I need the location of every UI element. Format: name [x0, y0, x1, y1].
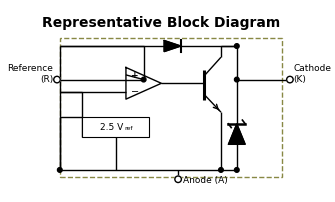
FancyBboxPatch shape — [82, 117, 149, 137]
Polygon shape — [164, 40, 181, 52]
Text: −: − — [131, 87, 139, 97]
Circle shape — [234, 168, 239, 172]
Circle shape — [219, 168, 223, 172]
Circle shape — [175, 176, 181, 183]
Circle shape — [234, 77, 239, 82]
Text: Representative Block Diagram: Representative Block Diagram — [42, 16, 280, 30]
Circle shape — [141, 77, 146, 82]
Text: +: + — [131, 71, 138, 80]
Circle shape — [54, 76, 60, 83]
Text: Cathode
(K): Cathode (K) — [294, 64, 332, 84]
Text: Reference
(R): Reference (R) — [7, 64, 53, 84]
Text: 2.5 V: 2.5 V — [100, 123, 124, 132]
Circle shape — [287, 76, 293, 83]
Circle shape — [58, 168, 62, 172]
Polygon shape — [228, 124, 245, 144]
Circle shape — [234, 44, 239, 48]
Text: Anode (A): Anode (A) — [183, 176, 227, 185]
Text: ref: ref — [124, 126, 133, 132]
